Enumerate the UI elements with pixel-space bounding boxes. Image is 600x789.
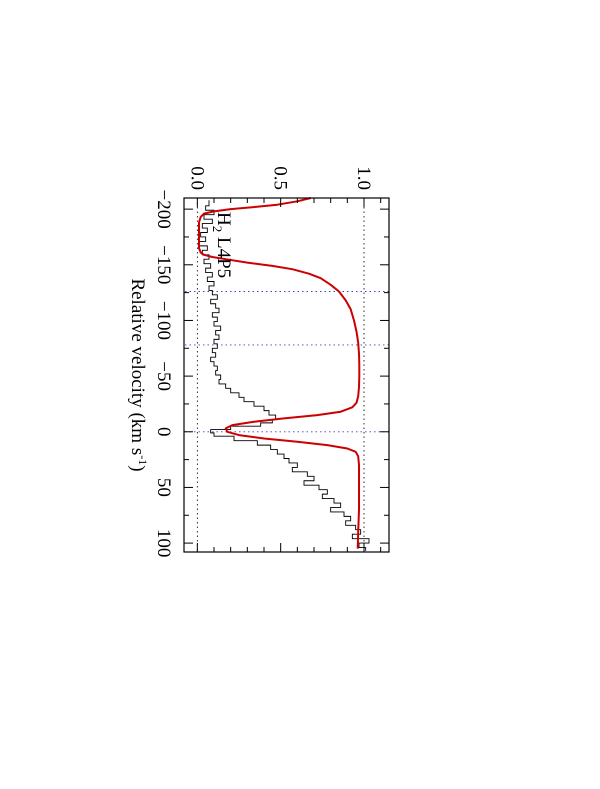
y-tick-label: 0.5 xyxy=(270,166,291,190)
x-tick-label: −200 xyxy=(153,190,174,229)
data-series xyxy=(198,197,370,551)
x-tick-label: 50 xyxy=(153,478,174,497)
reference-lines xyxy=(184,198,389,552)
x-axis-label: Relative velocity (km s-1) xyxy=(127,278,150,471)
y-tick-label: 0.0 xyxy=(186,166,207,190)
observed-spectrum-line xyxy=(198,200,370,551)
species-label: H xyxy=(213,212,234,226)
x-axis-label-close: ) xyxy=(127,465,148,471)
axis-ticks xyxy=(184,198,389,552)
x-tick-label: −150 xyxy=(153,245,174,284)
plot-area: −200 −150 −100 −50 0 50 100 0.0 0.5 1.0 H2 L4P5 R… xyxy=(127,166,390,557)
model-fit-line xyxy=(198,197,361,549)
x-axis-label-superscript: -1 xyxy=(136,455,150,465)
x-tick-label: 100 xyxy=(153,529,174,558)
species-subscript: 2 xyxy=(210,226,225,233)
transition-label: L4P5 xyxy=(213,232,234,278)
x-tick-label: 0 xyxy=(153,427,174,437)
x-axis-label-text: Relative velocity (km s xyxy=(127,278,148,455)
transition-annotation: H2 L4P5 xyxy=(210,212,234,278)
x-tick-label: −50 xyxy=(153,361,174,391)
x-tick-label: −100 xyxy=(153,301,174,340)
plot-frame xyxy=(183,197,390,553)
y-tick-label: 1.0 xyxy=(353,166,374,190)
tick-labels: −200 −150 −100 −50 0 50 100 0.0 0.5 1.0 xyxy=(153,166,374,557)
